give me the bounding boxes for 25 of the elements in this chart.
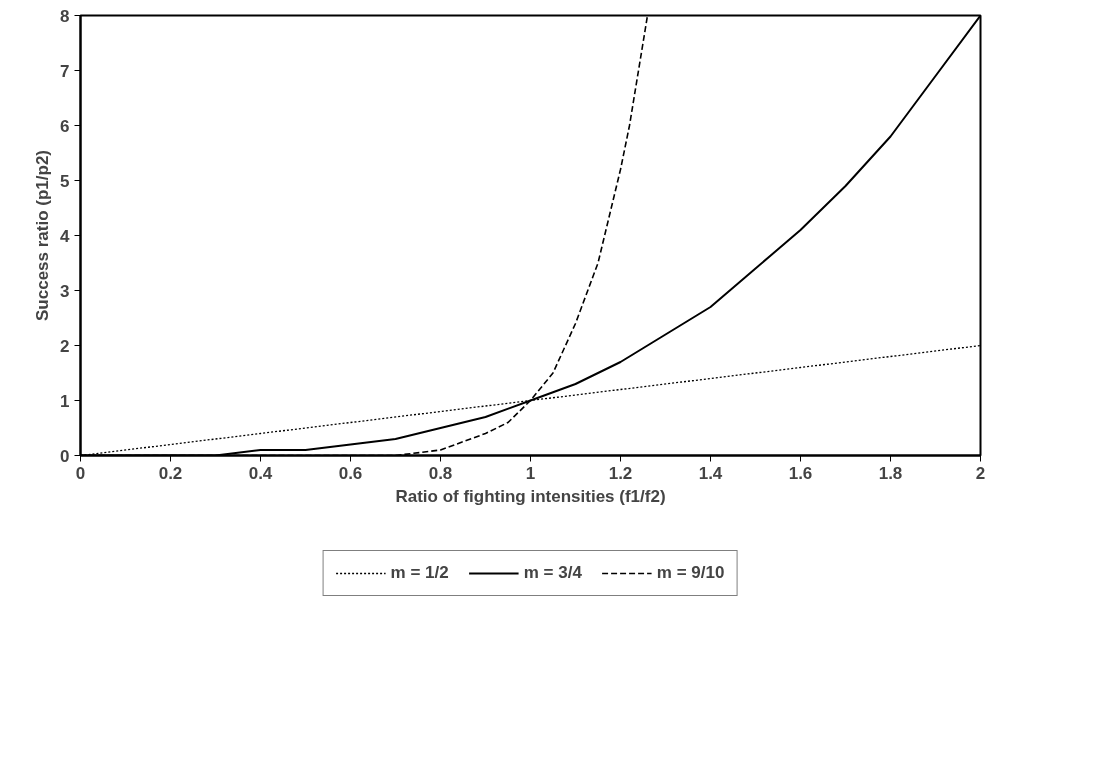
- legend-label: m = 3/4: [523, 563, 582, 583]
- y-tick-label: 7: [60, 61, 70, 81]
- y-tick-label: 2: [60, 336, 70, 356]
- x-axis-title: Ratio of fighting intensities (f1/f2): [395, 486, 666, 506]
- y-tick-label: 1: [60, 391, 70, 411]
- x-tick-label: 1.2: [608, 463, 633, 483]
- y-tick-label: 6: [60, 116, 70, 136]
- x-tick-label: 1.8: [878, 463, 903, 483]
- x-tick-label: 0.8: [428, 463, 453, 483]
- y-tick-label: 4: [60, 226, 71, 246]
- legend-label: m = 1/2: [390, 563, 449, 583]
- x-tick-label: 0.6: [338, 463, 363, 483]
- y-axis-title: Success ratio (p1/p2): [33, 149, 53, 321]
- legend-label: m = 9/10: [656, 563, 725, 583]
- y-tick-label: 3: [60, 281, 70, 301]
- y-tick-label: 0: [60, 446, 70, 466]
- x-tick-label: 0.4: [248, 463, 273, 483]
- x-tick-label: 0.2: [158, 463, 183, 483]
- x-tick-label: 1.4: [698, 463, 723, 483]
- x-tick-label: 2: [975, 463, 986, 483]
- y-tick-label: 5: [60, 171, 70, 191]
- y-tick-label: 8: [60, 6, 70, 26]
- x-tick-label: 0: [75, 463, 86, 483]
- x-tick-label: 1.6: [788, 463, 813, 483]
- x-tick-label: 1: [525, 463, 536, 483]
